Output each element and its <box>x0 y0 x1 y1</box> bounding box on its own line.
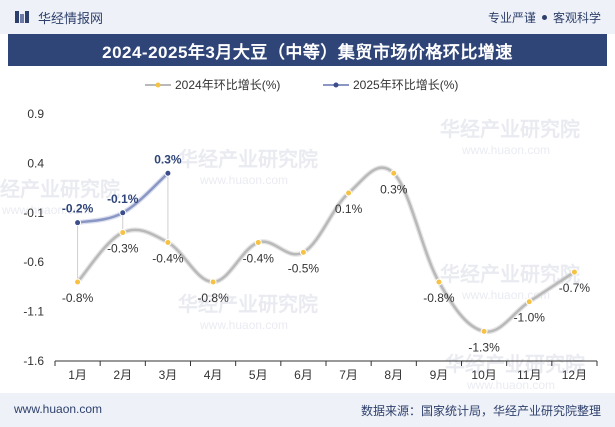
data-point-2024 <box>480 327 488 335</box>
watermark: 华经产业研究院 www.huaon.com <box>178 292 318 332</box>
tagline-separator-dot <box>541 15 547 20</box>
data-label-2024: -0.8% <box>423 291 455 305</box>
y-tick-label: -1.6 <box>23 354 44 368</box>
x-tick-label: 9月 <box>430 368 449 382</box>
data-point-2024 <box>299 248 307 256</box>
data-point-2024 <box>435 278 443 286</box>
watermark: 华经产业研究院 www.huaon.com <box>445 352 585 392</box>
legend-label: 2025年环比增长(%) <box>353 78 458 92</box>
footer: www.huaon.com 数据来源：国家统计局，华经产业研究院整理 <box>0 393 615 427</box>
data-point-2024 <box>525 298 533 306</box>
legend-item: 2024年环比增长(%) <box>145 78 280 92</box>
data-label-2024: -0.4% <box>152 251 184 265</box>
series-2024-line <box>76 166 576 333</box>
top-bar: 华经情报网 专业严谨 客观科学 <box>0 0 615 34</box>
watermark-url: www.huaon.com <box>199 318 288 332</box>
x-tick-label: 3月 <box>159 368 178 382</box>
data-label-2024: -0.8% <box>197 291 229 305</box>
data-label-2024: -0.8% <box>62 291 94 305</box>
legend-label: 2024年环比增长(%) <box>175 78 280 92</box>
tagline-left: 专业严谨 <box>487 11 536 25</box>
data-label-2024: 0.1% <box>335 202 363 216</box>
logo-icon <box>15 11 29 23</box>
watermark-text: 华经产业研究院 <box>0 177 120 201</box>
line-chart: 华经产业研究院 www.huaon.com 华经产业研究院 www.huaon.com… <box>0 78 598 392</box>
data-point-2024 <box>570 268 578 276</box>
watermark-url: www.huaon.com <box>461 288 550 302</box>
chart-title: 2024-2025年3月大豆（中等）集贸市场价格环比增速 <box>102 42 513 62</box>
x-tick-label: 11月 <box>517 368 541 382</box>
data-point-2024 <box>164 238 172 246</box>
tagline-right: 客观科学 <box>552 11 601 25</box>
site-name: 华经情报网 <box>38 10 104 26</box>
data-label-2024: -0.5% <box>288 261 320 275</box>
data-label-2024: -1.3% <box>468 340 500 354</box>
y-tick-label: -0.6 <box>23 255 44 269</box>
data-label-2024: -0.3% <box>107 242 139 256</box>
series-2024-shadow <box>75 165 577 335</box>
watermark: 华经产业研究院 www.huaon.com <box>0 177 120 217</box>
x-tick-label: 12月 <box>562 368 587 382</box>
watermark-url: www.huaon.com <box>199 173 288 187</box>
data-point-2024 <box>254 238 262 246</box>
watermark-text: 华经产业研究院 <box>178 292 318 316</box>
x-tick-label: 5月 <box>249 368 268 382</box>
footer-source: 数据来源：国家统计局，华经产业研究院整理 <box>360 404 601 418</box>
watermark: 华经产业研究院 www.huaon.com <box>440 117 580 157</box>
data-point-2025 <box>164 169 172 177</box>
watermark-url: www.huaon.com <box>466 378 555 392</box>
data-label-2024: 0.3% <box>380 182 408 196</box>
data-point-2024 <box>390 169 398 177</box>
chart-title-bar: 2024-2025年3月大豆（中等）集贸市场价格环比增速 <box>8 34 607 66</box>
data-point-2024 <box>209 278 217 286</box>
x-tick-label: 8月 <box>384 368 403 382</box>
watermark-text: 华经产业研究院 <box>440 117 580 141</box>
y-tick-label: 0.9 <box>27 107 44 121</box>
x-tick-label: 4月 <box>204 368 223 382</box>
brand: 华经情报网 <box>14 8 103 26</box>
x-tick-label: 1月 <box>68 368 87 382</box>
footer-website: www.huaon.com <box>14 402 103 416</box>
data-point-2025 <box>119 209 127 217</box>
watermark-url: www.huaon.com <box>1 203 90 217</box>
data-label-2024: -0.4% <box>243 251 275 265</box>
tagline: 专业严谨 客观科学 <box>488 9 601 26</box>
data-label-2025: -0.2% <box>62 202 94 216</box>
data-label-2025: -0.1% <box>107 192 139 206</box>
x-tick-label: 2月 <box>113 368 132 382</box>
x-tick-label: 6月 <box>294 368 313 382</box>
data-label-2025: 0.3% <box>154 152 182 166</box>
data-point-2025 <box>74 219 82 227</box>
data-label-2024: -0.7% <box>559 281 591 295</box>
data-point-2024 <box>345 189 353 197</box>
legend-marker <box>333 82 339 88</box>
y-tick-label: -0.1 <box>23 206 44 220</box>
y-tick-label: 0.4 <box>27 156 44 170</box>
x-tick-label: 7月 <box>339 368 358 382</box>
watermark: 华经产业研究院 www.huaon.com <box>178 147 318 187</box>
watermark-url: www.huaon.com <box>461 143 550 157</box>
legend-marker <box>155 82 161 88</box>
data-point-2024 <box>119 229 127 237</box>
watermark-text: 华经产业研究院 <box>445 352 585 376</box>
y-tick-label: -1.1 <box>23 305 44 319</box>
watermark-text: 华经产业研究院 <box>178 147 318 171</box>
legend-item: 2025年环比增长(%) <box>323 78 458 92</box>
x-tick-label: 10月 <box>471 368 496 382</box>
data-point-2024 <box>74 278 82 286</box>
data-label-2024: -1.0% <box>514 311 546 325</box>
